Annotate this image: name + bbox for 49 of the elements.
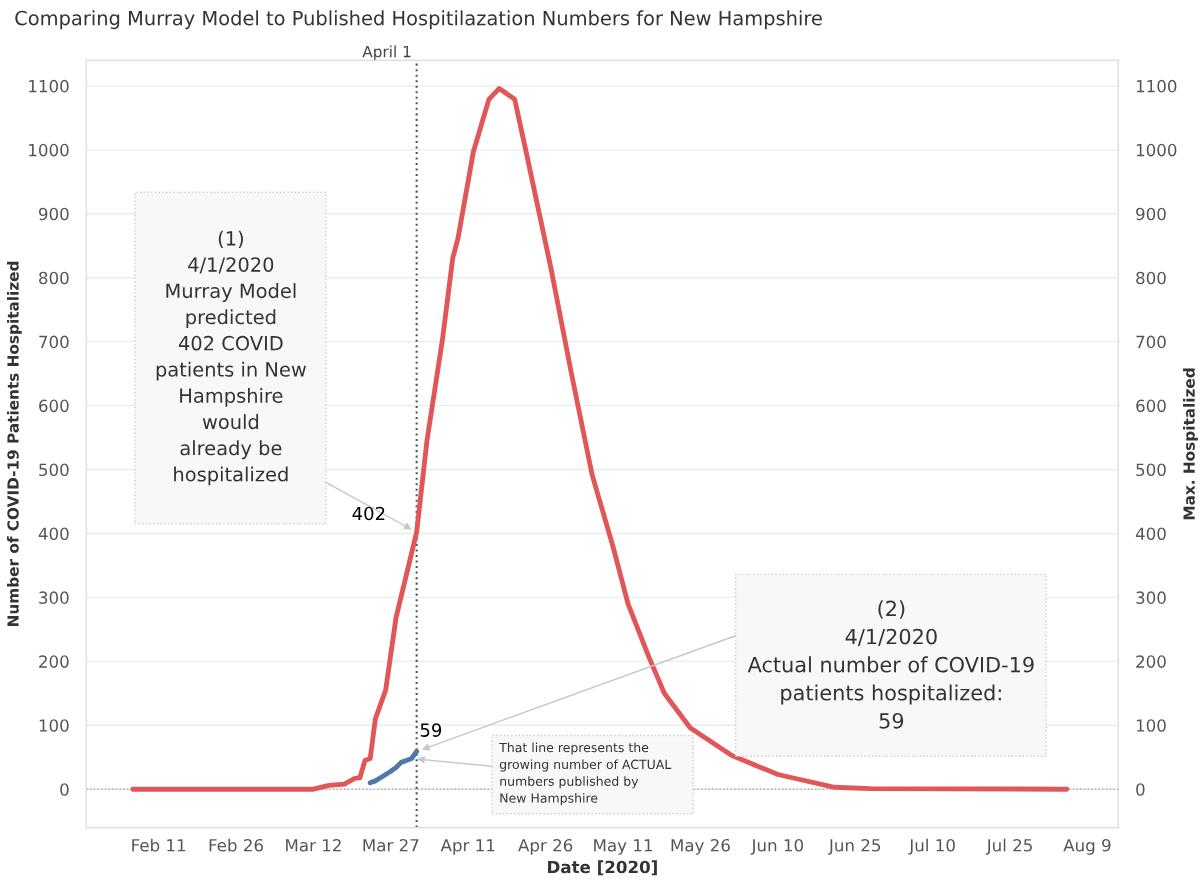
- annotation: 402: [352, 506, 385, 521]
- text: (1) 4/1/2020 Murray Model predicted 402 COVID patients in New Hampshire would already be hospitalized: [156, 230, 306, 486]
- x-axis-title: Date [2020]: [548, 860, 657, 876]
- y-tick-label: 600: [39, 399, 69, 413]
- line-series: [130, 86, 1070, 792]
- x-tick-label: Apr 26: [518, 838, 573, 855]
- x-tick-label: Apr 11: [440, 839, 495, 855]
- y-tick-label: 900: [38, 207, 69, 221]
- ref-line-label: April 1: [362, 45, 411, 61]
- x-tick-label: Feb 11: [132, 838, 186, 852]
- y2-tick-label: 400: [1135, 527, 1166, 541]
- y-tick-label: 800: [39, 271, 69, 285]
- y2-tick-label: 1100: [1136, 79, 1177, 93]
- y-tick-label: 700: [39, 335, 69, 349]
- chart-title: Comparing Murray Model to Published Hospitilazation Numbers for New Hampshire: [15, 10, 822, 30]
- x-tick-label: Jun 10: [750, 838, 804, 855]
- y2-tick-label: 300: [1136, 591, 1166, 604]
- x-tick-label: May 26: [671, 838, 730, 855]
- x-tick-label: Aug 9: [1063, 838, 1111, 855]
- y2-axis-title: Max. Hospitalized: [1183, 368, 1198, 520]
- y-tick-label: 1100: [29, 79, 69, 93]
- y-tick-label: 200: [39, 655, 69, 668]
- y2-tick-label: 800: [1136, 271, 1166, 285]
- x-tick-label: Mar 12: [286, 838, 341, 852]
- y-tick-label: 500: [39, 463, 69, 477]
- y2-tick-label: 900: [1136, 207, 1166, 221]
- x-tick-label: Jul 25: [985, 838, 1032, 855]
- annotation: (2) 4/1/2020 Actual number of COVID-19 patients hospitalized: 59: [747, 600, 1034, 729]
- y-tick-label: 300: [39, 591, 69, 604]
- y2-tick-label: 200: [1136, 655, 1166, 668]
- y-axis-title: Number of COVID-19 Patients Hospitalized: [6, 261, 22, 626]
- x-tick-label: Feb 26: [209, 838, 263, 852]
- x-tick-label: May 11: [594, 839, 652, 855]
- y2-tick-label: 1000: [1136, 143, 1177, 157]
- x-tick-label: Mar 27: [363, 838, 419, 852]
- annotation: 59: [420, 723, 442, 737]
- y-tick-label: 100: [39, 719, 69, 732]
- y-tick-label: 1000: [29, 143, 69, 157]
- y2-tick-label: 500: [1136, 463, 1166, 477]
- y2-tick-label: 700: [1136, 335, 1166, 349]
- x-tick-label: Jul 10: [908, 838, 955, 855]
- y-tick-label: 400: [38, 527, 69, 541]
- y2-tick-label: 600: [1136, 399, 1166, 413]
- line-series: [367, 749, 420, 786]
- y2-tick-label: 100: [1136, 719, 1166, 732]
- annotation: That line represents the growing number of ACTUAL numbers published by New Hampshire: [499, 742, 672, 806]
- x-tick-label: Jun 25: [828, 838, 881, 855]
- y-tick-label: 0: [60, 783, 69, 796]
- y2-tick-label: 0: [1136, 783, 1145, 796]
